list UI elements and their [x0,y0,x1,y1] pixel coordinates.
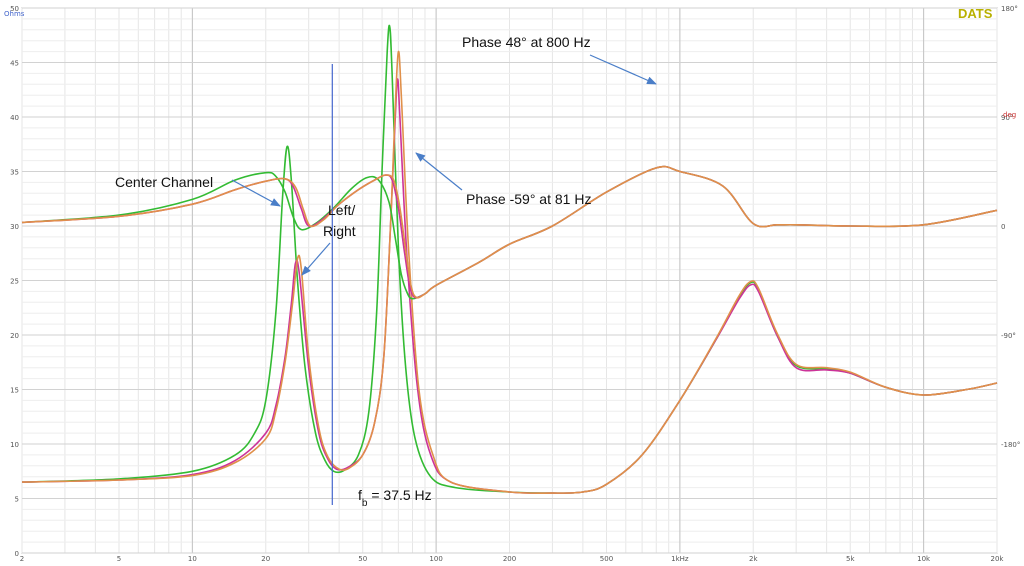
x-tick-label: 5k [846,555,855,563]
y-tick-label: 10 [10,441,19,449]
y2-axis-tick-labels: 180° 90° 0 -90° -180° [1001,5,1020,449]
x-tick-label: 20 [261,555,270,563]
x-tick-label: 500 [600,555,613,563]
series-layer [21,24,998,495]
x-axis-tick-labels: 2 5 10 20 50 100 200 500 1kHz 2k 5k 10k 20k [20,555,1005,563]
y-tick-label: 35 [10,169,19,177]
x-tick-label: 20k [991,555,1005,563]
y-tick-label: 5 [15,496,19,504]
y2-tick-label: 90° [1001,114,1013,122]
annotation-phase-800: Phase 48° at 800 Hz [462,34,591,50]
y-tick-label: 50 [10,5,19,13]
y-tick-label: 25 [10,278,19,286]
annotation-left: Left/ [328,202,355,218]
annotation-arrow-left-right [301,242,331,276]
x-tick-label: 2 [20,555,24,563]
y-tick-label: 40 [10,114,19,122]
y-tick-label: 0 [15,550,19,558]
x-tick-label: 200 [503,555,516,563]
y2-axis-unit: deg [1003,111,1016,119]
y-axis-unit: Ohms [4,10,25,18]
x-tick-label: 10k [917,555,931,563]
phase-curve-5 [21,165,998,299]
annotation-layer: Phase 48° at 800 Hz Phase -59° at 81 Hz … [115,34,657,509]
x-tick-label: 50 [358,555,367,563]
y2-tick-label: -90° [1001,332,1016,340]
fb-label-main: f [358,487,362,503]
annotation-phase-81: Phase -59° at 81 Hz [466,191,591,207]
y-axis-tick-labels: 0 5 10 15 20 25 30 35 40 45 50 [10,5,19,558]
y2-tick-label: 180° [1001,5,1018,13]
annotation-arrow-center [231,179,281,207]
impedance-curve-2 [21,50,998,495]
fb-label-rest: = 37.5 Hz [367,487,431,503]
annotation-arrow-phase-800 [589,54,657,85]
annotation-fb: fb = 37.5 Hz [358,487,432,509]
x-tick-label: 10 [188,555,197,563]
x-tick-label: 5 [117,555,121,563]
y2-tick-label: 0 [1001,223,1005,231]
annotation-center-channel: Center Channel [115,174,213,190]
annotation-right: Right [323,223,356,239]
fb-label-sub: b [362,498,368,509]
annotation-arrow-phase-81 [415,152,463,191]
y-tick-label: 30 [10,223,19,231]
y-tick-label: 45 [10,60,19,68]
x-tick-label: 1kHz [671,555,689,563]
y-tick-label: 15 [10,387,19,395]
y-tick-label: 20 [10,332,19,340]
impedance-curve-1 [21,78,998,495]
x-tick-label: 2k [749,555,758,563]
brand-logo: DATS [958,6,993,21]
x-tick-label: 100 [429,555,442,563]
y2-tick-label: -180° [1001,441,1020,449]
